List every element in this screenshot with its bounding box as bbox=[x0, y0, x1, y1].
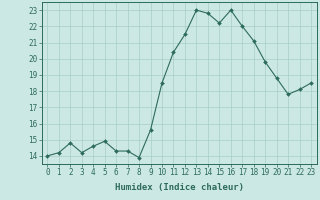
X-axis label: Humidex (Indice chaleur): Humidex (Indice chaleur) bbox=[115, 183, 244, 192]
